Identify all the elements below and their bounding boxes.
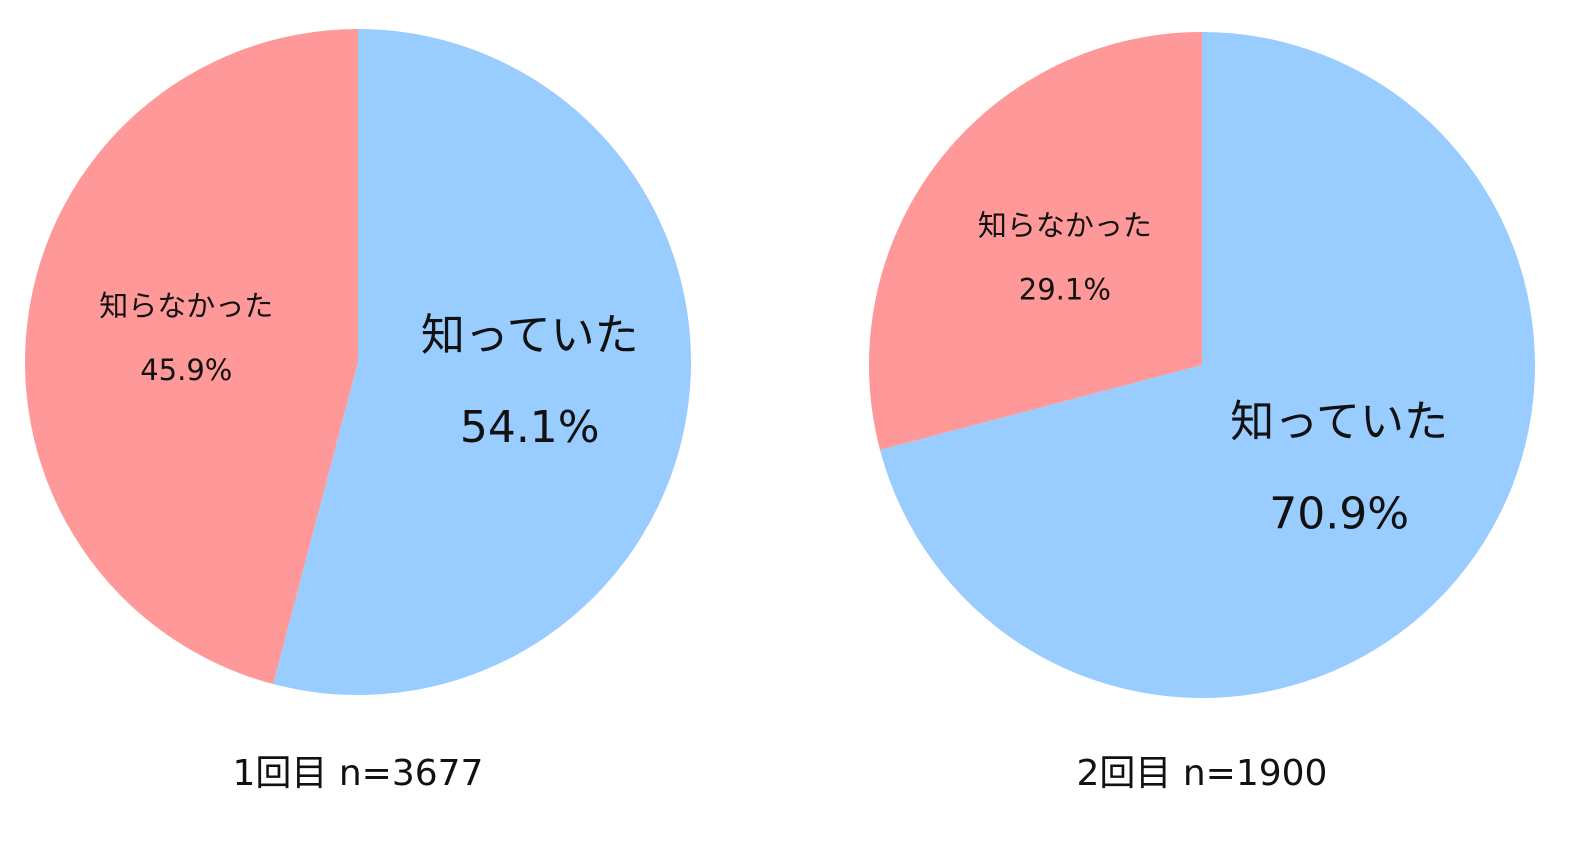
slice-label: 知っていた xyxy=(1230,397,1448,448)
slice-label: 知らなかった xyxy=(978,208,1152,242)
slice-value-label: 54.1% xyxy=(460,402,600,453)
pie-slice xyxy=(869,32,1202,450)
chart-title: 2回目 n=1900 xyxy=(1077,753,1328,794)
pie-slice xyxy=(24,29,359,685)
slice-value-label: 45.9% xyxy=(140,353,232,387)
pie-slice xyxy=(273,29,691,695)
slice-value-label: 70.9% xyxy=(1269,489,1409,540)
pie-slice xyxy=(879,32,1536,698)
chart-title: 1回目 n=3677 xyxy=(233,753,484,794)
slice-label: 知っていた xyxy=(421,310,639,361)
slice-value-label: 29.1% xyxy=(1019,272,1111,306)
slice-label: 知らなかった xyxy=(99,289,273,323)
